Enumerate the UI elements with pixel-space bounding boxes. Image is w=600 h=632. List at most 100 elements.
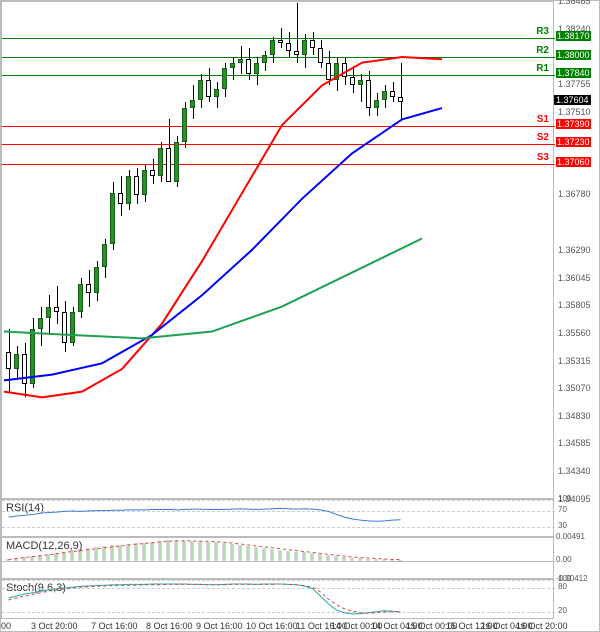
main-price-chart[interactable]: R3R2R1S1S2S3 [1,1,554,499]
line-overlay [2,2,555,500]
candle-body [198,80,203,100]
y-tick: 1.34585 [558,438,591,448]
candle-body [318,48,323,63]
price-y-axis: 1.384851.382401.377551.375101.367801.362… [554,1,600,499]
sr-value-s1: 1.37390 [556,119,591,129]
candle-body [254,63,259,74]
candle-body [158,148,163,176]
line-overlay [2,2,555,500]
line-overlay [2,2,555,500]
y-tick: 1.36290 [558,245,591,255]
candle-body [334,63,339,80]
candle-wick [361,74,362,102]
candle-body [166,148,171,182]
candle-body [150,170,155,176]
macd-y-tick: 0.00 [556,555,572,564]
y-tick: 1.38485 [558,0,591,6]
stoch-y-axis: 2080100 [554,579,600,619]
indicator-line [2,580,555,620]
y-tick: 1.36045 [558,273,591,283]
sr-line-r3 [2,38,555,39]
sr-value-s3: 1.37060 [556,157,591,167]
x-tick: 7 Oct 16:00 [91,621,138,631]
candle-body [366,80,371,108]
candle-body [110,193,115,244]
chart-root: R3R2R1S1S2S3 1.384851.382401.377551.3751… [0,0,600,632]
candle-body [78,284,83,312]
macd-panel[interactable]: MACD(12,26,9) [1,537,554,579]
rsi-y-tick: 100 [558,494,571,503]
y-tick: 1.34830 [558,411,591,421]
candle-body [6,352,11,369]
indicator-line [2,500,555,538]
x-tick: 9 Oct 16:00 [196,621,243,631]
candle-body [134,176,139,195]
macd-y-axis: -0.004120.000.00491 [554,537,600,579]
y-tick: 1.35560 [558,328,591,338]
candle-body [262,55,267,63]
candle-body [278,40,283,43]
candle-body [190,100,195,108]
candle-body [230,63,235,69]
sr-value-r2: 1.38000 [556,50,591,60]
candle-body [302,40,307,55]
sr-value-s2: 1.37230 [556,137,591,147]
candle-body [350,77,355,85]
candle-body [326,63,331,80]
y-tick: 1.37510 [558,107,591,117]
sr-value-r1: 1.37840 [556,68,591,78]
sr-name-r3: R3 [536,26,549,37]
sr-line-s2 [2,144,555,145]
candle-body [118,193,123,204]
sr-line-r2 [2,57,555,58]
candle-body [398,97,403,103]
candle-body [390,91,395,97]
candle-body [22,354,27,383]
candle-wick [401,63,402,120]
sr-name-r2: R2 [536,45,549,56]
x-tick: 8 Oct 16:00 [146,621,193,631]
sr-line-s3 [2,164,555,165]
stoch-y-tick: 20 [558,606,567,615]
x-tick: 10 Oct 16:00 [246,621,298,631]
x-tick: 3 Oct 20:00 [31,621,78,631]
candle-body [382,91,387,100]
y-tick: 1.37755 [558,79,591,89]
candle-body [46,307,51,318]
candle-body [214,89,219,97]
x-tick: 16 Oct 20:00 [516,621,568,631]
candle-body [126,176,131,204]
stoch-y-tick: 80 [558,582,567,591]
candle-body [246,59,251,74]
candle-body [62,312,67,343]
x-tick: 00 [1,621,11,631]
y-tick: 1.35805 [558,300,591,310]
candle-body [206,80,211,97]
candle-body [270,40,275,55]
candle-body [286,43,291,51]
candle-body [294,51,299,54]
rsi-panel[interactable]: RSI(14) [1,499,554,537]
sr-line-r1 [2,75,555,76]
candle-body [142,170,147,195]
stoch-y-tick: 100 [558,574,571,583]
y-tick: 1.35070 [558,383,591,393]
candle-body [30,329,35,383]
sr-name-s3: S3 [537,152,549,163]
sr-name-s2: S2 [537,132,549,143]
rsi-y-tick: 30 [558,521,567,530]
candle-body [174,142,179,182]
candle-body [102,244,107,267]
candle-body [238,59,243,62]
candle-body [54,307,59,313]
candle-wick [57,286,58,323]
candle-body [38,318,43,329]
y-tick: 1.35315 [558,356,591,366]
candle-wick [233,57,234,80]
stoch-panel[interactable]: Stoch(9,6,3) [1,579,554,619]
rsi-y-tick: 70 [558,505,567,514]
sr-name-r1: R1 [536,63,549,74]
candle-body [342,63,347,78]
candle-body [70,312,75,343]
indicator-line [2,538,555,580]
